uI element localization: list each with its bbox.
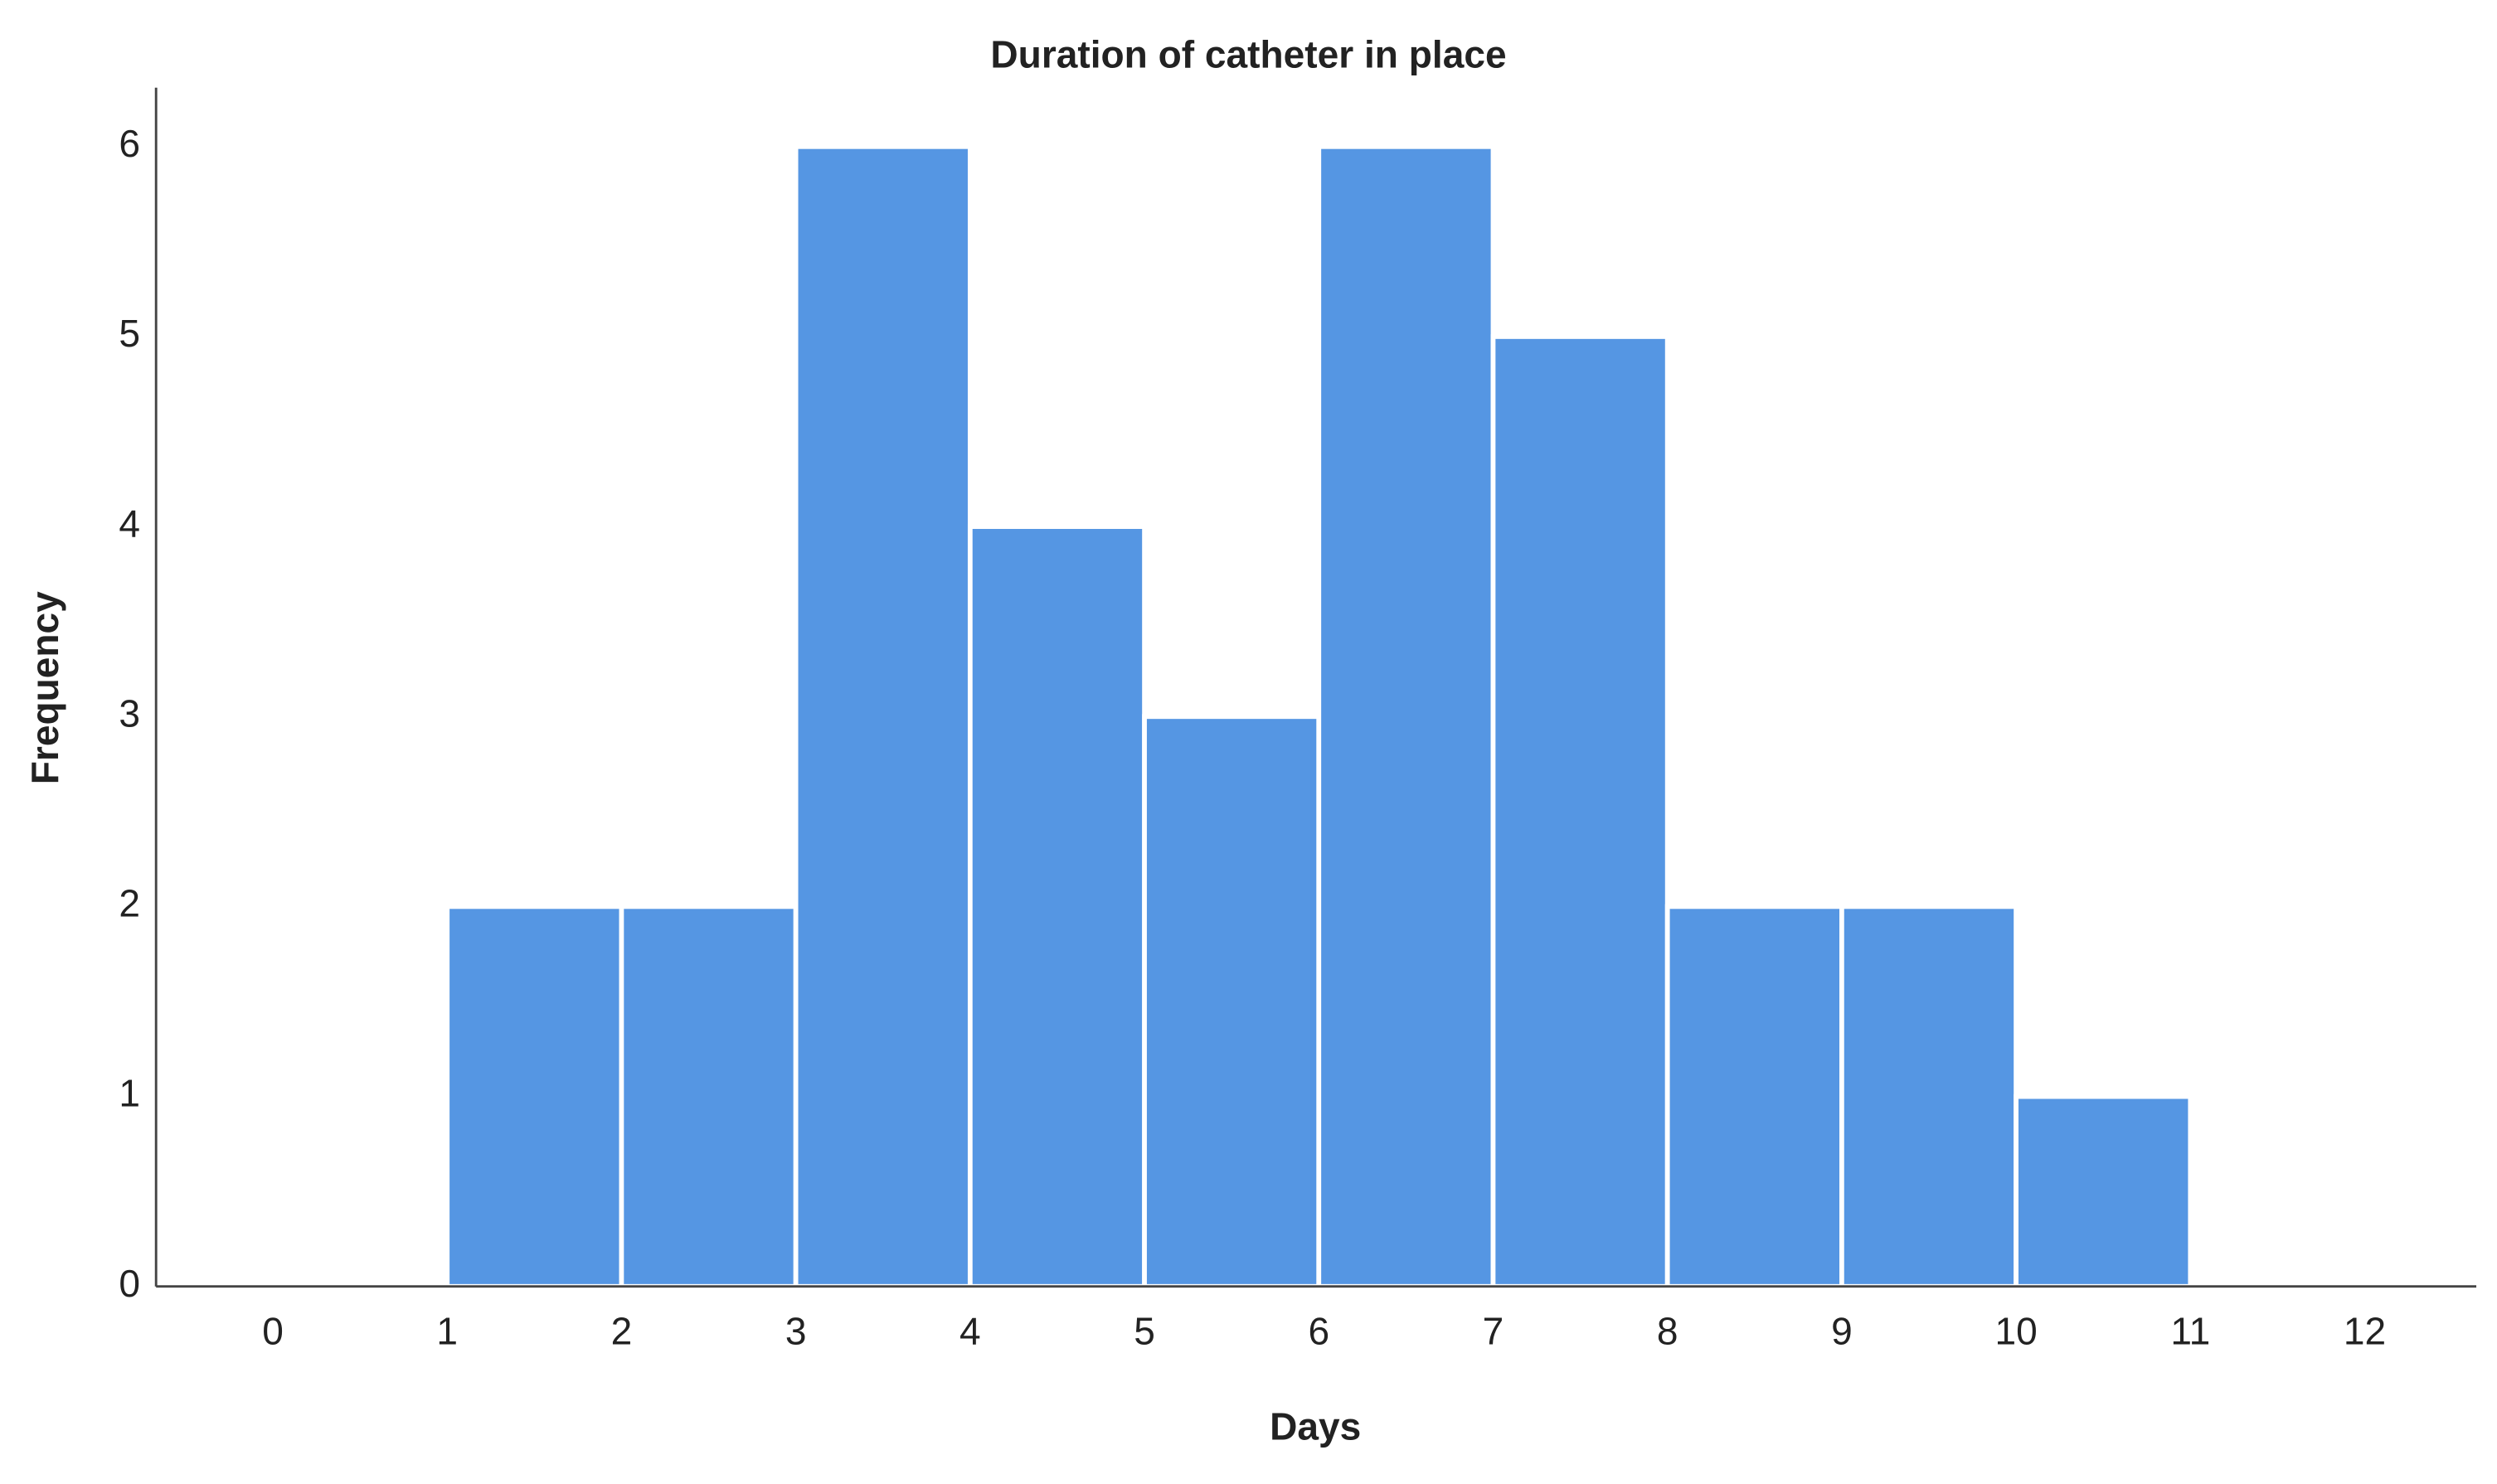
x-tick-label: 1 (436, 1310, 458, 1353)
x-tick-label: 5 (1134, 1310, 1155, 1353)
bar (1316, 143, 1496, 1289)
bar (1839, 904, 2018, 1289)
y-tick-label: 0 (119, 1262, 140, 1305)
bar (1142, 714, 1322, 1289)
y-tick-label: 4 (119, 502, 140, 545)
chart-title: Duration of catheter in place (990, 32, 1506, 75)
x-tick-label: 0 (262, 1310, 284, 1353)
bar (793, 143, 973, 1289)
x-tick-label: 11 (2170, 1310, 2210, 1353)
y-axis-label: Frequency (23, 591, 66, 784)
x-tick-label: 6 (1308, 1310, 1329, 1353)
x-tick-label: 4 (959, 1310, 981, 1353)
bar (619, 904, 799, 1289)
bar (445, 904, 624, 1289)
x-tick-label: 2 (611, 1310, 633, 1353)
x-tick-label: 8 (1657, 1310, 1678, 1353)
x-tick-label: 10 (1994, 1310, 2037, 1353)
x-tick-label: 9 (1831, 1310, 1853, 1353)
bar (1490, 334, 1670, 1289)
y-tick-label: 6 (119, 122, 140, 165)
x-tick-label: 3 (785, 1310, 807, 1353)
y-tick-label: 2 (119, 882, 140, 925)
x-tick-label: 12 (2344, 1310, 2386, 1353)
y-tick-label: 1 (119, 1072, 140, 1115)
x-tick-label: 7 (1483, 1310, 1504, 1353)
y-tick-label: 3 (119, 691, 140, 735)
x-axis-label: Days (1270, 1405, 1361, 1448)
bar (967, 524, 1147, 1289)
y-tick-label: 5 (119, 312, 140, 355)
bar (2014, 1094, 2193, 1289)
bar (1664, 904, 1844, 1289)
